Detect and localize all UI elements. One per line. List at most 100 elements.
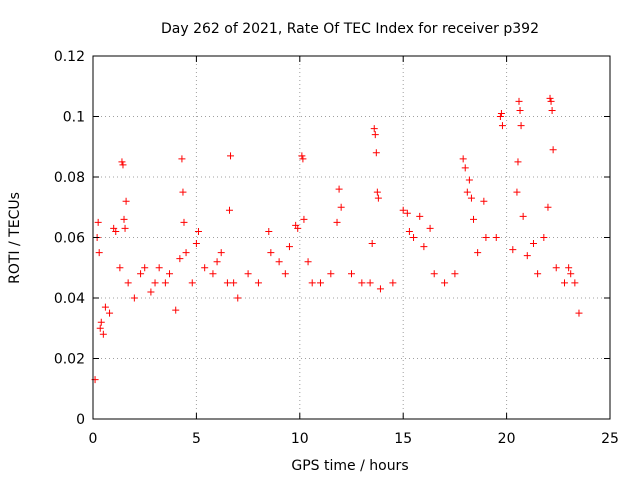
- data-point: [299, 155, 307, 163]
- data-point: [376, 285, 384, 293]
- data-point: [176, 255, 184, 263]
- data-point: [399, 206, 407, 214]
- data-point: [370, 125, 378, 133]
- data-point: [267, 249, 275, 257]
- data-point: [561, 279, 569, 287]
- data-point: [430, 270, 438, 278]
- data-point: [122, 197, 130, 205]
- data-point: [137, 270, 145, 278]
- data-point: [265, 227, 273, 235]
- data-point: [106, 309, 114, 317]
- data-point: [426, 224, 434, 232]
- data-point: [463, 188, 471, 196]
- data-point: [348, 270, 355, 278]
- data-point: [515, 97, 523, 105]
- data-point: [441, 279, 449, 287]
- data-point: [178, 155, 186, 163]
- data-point: [166, 270, 174, 278]
- x-axis-label: GPS time / hours: [291, 458, 408, 474]
- data-point: [225, 206, 233, 214]
- data-point: [480, 197, 488, 205]
- data-point: [516, 106, 524, 114]
- x-tick-label: 15: [394, 431, 412, 447]
- data-point: [552, 264, 560, 272]
- data-point: [337, 203, 345, 211]
- data-point: [482, 234, 490, 241]
- data-point: [567, 270, 575, 278]
- data-point: [534, 270, 542, 278]
- plot-frame: [92, 55, 611, 420]
- data-point: [99, 330, 107, 338]
- data-point: [316, 279, 324, 287]
- data-point: [188, 279, 196, 287]
- data-point: [121, 224, 129, 232]
- data-point: [498, 122, 506, 130]
- data-point: [308, 279, 316, 287]
- data-point: [124, 279, 132, 287]
- data-point: [451, 270, 459, 278]
- data-point: [467, 194, 475, 202]
- data-point: [571, 279, 579, 287]
- data-point: [470, 215, 478, 223]
- data-point: [254, 279, 262, 287]
- data-point: [230, 279, 238, 287]
- data-point: [141, 264, 149, 272]
- data-point: [373, 188, 381, 196]
- data-point: [514, 158, 522, 166]
- data-point: [161, 279, 169, 287]
- x-tick-label: 25: [601, 431, 619, 447]
- data-point: [372, 149, 380, 157]
- data-point: [366, 279, 374, 287]
- data-point: [112, 227, 120, 235]
- axis-ticks: 0 5 10 15 20 25 0 0.02 0.04 0.06 0.08 0.1 0.12: [54, 49, 619, 447]
- x-tick-label: 0: [89, 431, 98, 447]
- x-tick-label: 10: [291, 431, 309, 447]
- data-point: [116, 264, 124, 272]
- data-point: [300, 215, 308, 223]
- data-point: [461, 164, 469, 172]
- data-point: [201, 264, 209, 272]
- y-tick-label: 0.08: [54, 170, 85, 186]
- data-point: [519, 212, 527, 220]
- chart-title: Day 262 of 2021, Rate Of TEC Index for r…: [161, 21, 539, 37]
- data-point: [513, 188, 521, 196]
- data-point: [497, 109, 505, 117]
- y-tick-label: 0.04: [54, 291, 85, 307]
- data-point: [459, 155, 467, 163]
- data-point: [420, 243, 428, 251]
- data-point: [97, 318, 105, 326]
- y-tick-label: 0: [76, 412, 85, 428]
- data-point: [192, 240, 200, 248]
- data-point: [180, 218, 188, 226]
- data-point: [217, 249, 225, 257]
- data-point: [474, 249, 482, 257]
- x-tick-label: 20: [498, 431, 516, 447]
- data-point: [496, 113, 504, 120]
- data-point: [523, 252, 531, 260]
- data-point: [182, 249, 190, 257]
- data-point: [509, 246, 517, 254]
- data-point: [547, 97, 555, 105]
- data-point: [304, 258, 312, 266]
- data-point: [371, 131, 379, 139]
- data-point: [151, 279, 159, 287]
- data-point: [540, 234, 548, 241]
- data-point: [120, 215, 128, 223]
- data-point: [548, 106, 556, 114]
- data-point: [517, 122, 525, 130]
- y-axis-label: ROTI / TECUs: [7, 192, 23, 284]
- data-point: [281, 270, 289, 278]
- data-point: [368, 240, 376, 248]
- data-point: [549, 146, 557, 154]
- data-point: [118, 158, 126, 166]
- data-point: [194, 227, 202, 235]
- data-point: [327, 270, 335, 278]
- data-point: [285, 243, 293, 251]
- data-point: [492, 234, 500, 241]
- x-tick-label: 5: [192, 431, 201, 447]
- data-point: [209, 270, 217, 278]
- data-point: [374, 194, 382, 202]
- data-point: [333, 218, 341, 226]
- data-point: [96, 324, 104, 332]
- data-point: [223, 279, 231, 287]
